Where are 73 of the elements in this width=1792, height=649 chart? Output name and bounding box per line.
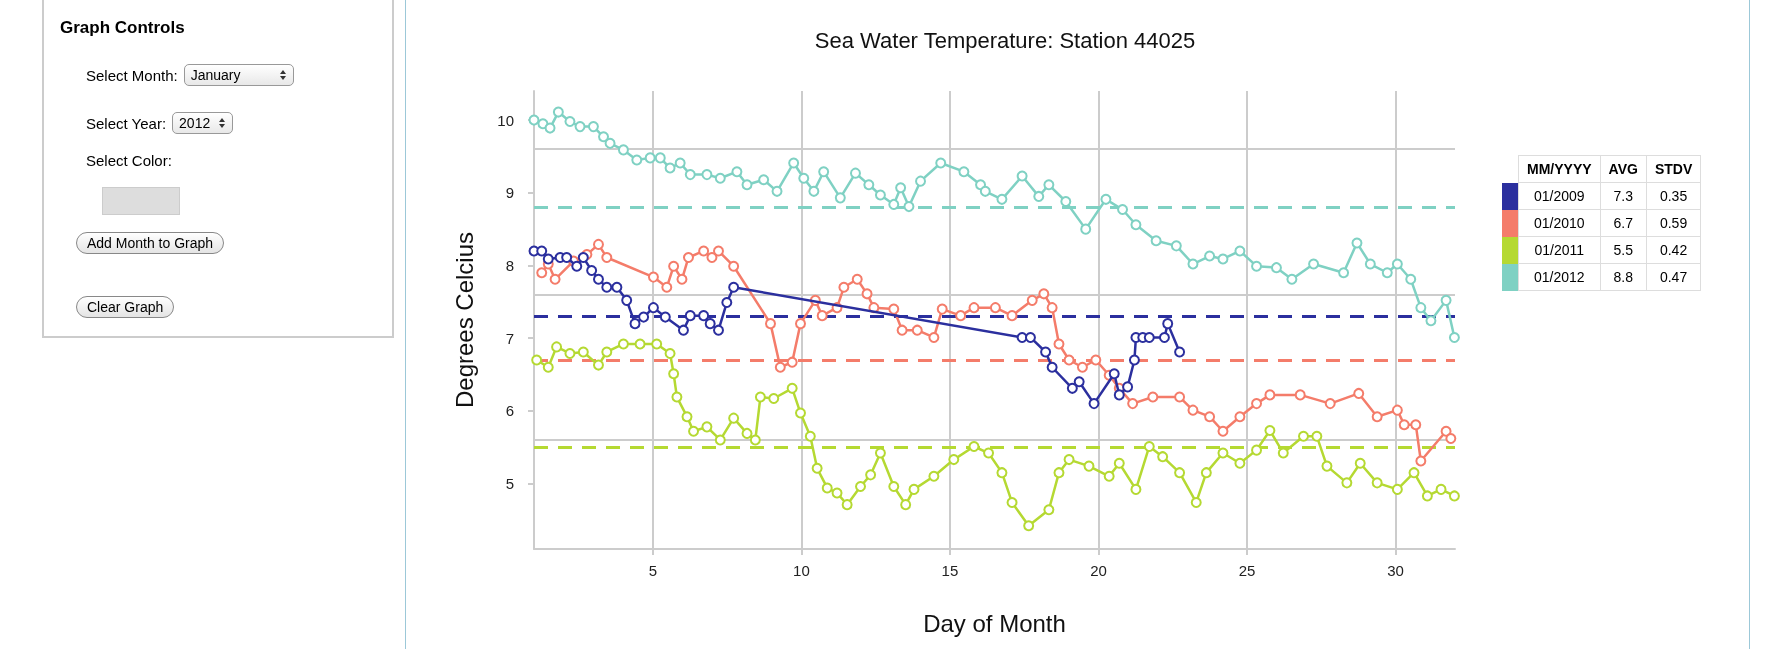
point [721,297,733,309]
y-tick-label: 9 [505,184,514,202]
x-tick-label: 5 [648,562,658,579]
point [684,310,696,322]
point [611,281,623,293]
x-tick-label: 10 [793,562,810,579]
legend-title: MM/YYYY [1518,155,1601,183]
point [536,245,548,257]
x-tick-label: 15 [941,562,959,579]
point [1040,346,1052,358]
chart-title: Sea Water Temperature: Station 44025 [814,27,1196,53]
text: 0.35 [1646,182,1701,210]
text: 7.3 [1600,182,1647,210]
point [601,281,613,293]
point [592,273,604,285]
text: 0.59 [1646,209,1701,237]
legend-label: 01/2009 [1518,182,1601,210]
point [1113,389,1125,401]
point [659,311,671,323]
point [713,324,724,336]
point [1158,331,1170,343]
text: Select Color: [86,152,172,169]
x-tick-label: 20 [1090,562,1107,579]
point [629,318,641,330]
point [1108,368,1120,380]
point [577,251,589,263]
x-tick-label: 30 [1387,562,1404,579]
y-tick-label: 5 [505,475,514,493]
text: Select Month: [86,66,178,84]
point [542,253,554,265]
dropdown-field: 2012 [172,112,234,134]
y-axis-title: Degrees Celcius [450,231,478,409]
point [1073,376,1085,388]
point [1162,318,1174,330]
y-tick-label: 7 [505,329,514,347]
legend-label: 01/2011 [1518,236,1601,264]
point [561,251,573,263]
y-tick-label: 10 [497,111,514,129]
text: AVG [1600,155,1647,183]
point [647,302,659,314]
point [1088,398,1100,410]
text: 0.47 [1646,263,1701,291]
button: Clear Graph [76,296,175,318]
point [571,260,583,272]
point [1128,354,1140,366]
x-axis-title: Day of Month [923,609,1066,637]
point [638,311,650,323]
dropdown-field: January [183,64,294,86]
point [1174,346,1186,358]
legend-label: 01/2010 [1518,209,1601,237]
text: STDV [1646,155,1701,183]
legend-label: 01/2012 [1518,263,1601,291]
x-tick-label: 25 [1238,562,1256,579]
text: 5.5 [1600,236,1647,264]
text: 6.7 [1600,209,1647,237]
point [704,318,716,330]
text: 8.8 [1600,263,1647,291]
button: Add Month to Graph [76,232,225,254]
point [1024,331,1036,343]
point [586,265,598,277]
point [1122,381,1134,393]
point [1046,361,1058,373]
y-tick-label: 6 [505,402,514,420]
text: Select Year: [86,114,167,132]
point [677,324,689,336]
text: 0.42 [1646,236,1701,264]
point [728,281,740,293]
y-tick-label: 8 [505,256,514,274]
point [698,310,710,322]
point [1143,331,1155,343]
point [1066,382,1078,394]
text: Graph Controls [60,18,185,38]
point [621,294,633,306]
